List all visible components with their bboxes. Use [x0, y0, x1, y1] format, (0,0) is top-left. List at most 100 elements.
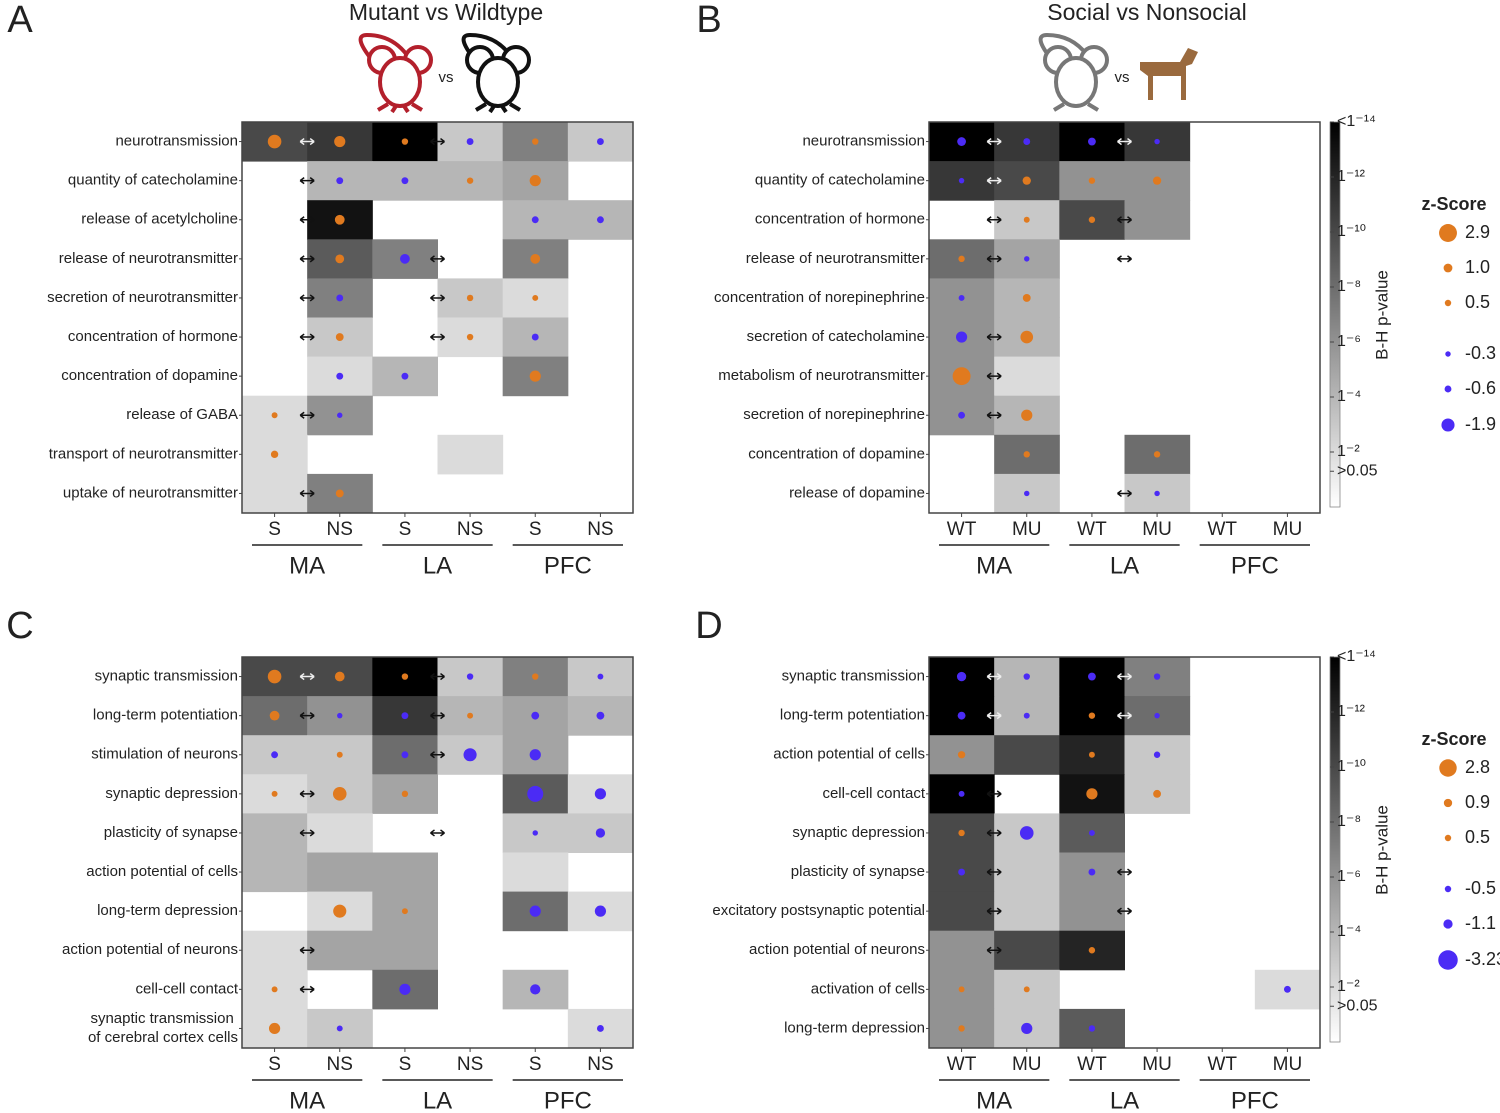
row-label: action potential of cells: [86, 863, 238, 880]
z-score-dot: [532, 294, 539, 301]
column-label: WT: [947, 1054, 977, 1075]
z-score-dot: [334, 214, 345, 225]
column-label: S: [268, 1054, 281, 1075]
z-score-dot: [337, 412, 343, 418]
colorbar-tick-label: 1⁻¹⁰: [1337, 223, 1366, 240]
size-legend-label: -0.6: [1465, 378, 1496, 398]
comparison-arrow: [986, 946, 1002, 954]
z-score-dot: [958, 255, 965, 263]
row-label: neurotransmission: [115, 133, 238, 150]
z-score-dot: [268, 1022, 281, 1035]
z-score-dot: [271, 751, 279, 759]
z-score-dot: [595, 828, 606, 838]
column-label: S: [399, 519, 412, 540]
column-label: WT: [1207, 1054, 1237, 1075]
comparison-arrow: [299, 829, 315, 837]
size-legend-dot: [1444, 385, 1452, 393]
z-score-dot: [333, 904, 347, 918]
z-score-dot: [337, 712, 343, 719]
column-label: NS: [587, 1054, 613, 1075]
comparison-arrow: [430, 294, 445, 302]
z-score-dot: [335, 254, 345, 264]
z-score-dot: [1023, 216, 1030, 223]
z-score-dot: [334, 135, 346, 148]
heat-cell: [372, 930, 438, 971]
row-label: excitatory postsynaptic potential: [712, 902, 925, 919]
z-score-dot: [1154, 490, 1160, 497]
row-label: synaptic transmission: [782, 668, 925, 685]
wildtype-mouse-icon: [461, 32, 531, 114]
z-score-dot: [594, 788, 607, 800]
comparison-arrow: [986, 216, 1002, 224]
group-label: MA: [289, 1087, 325, 1113]
row-label: release of GABA: [126, 406, 238, 423]
comparison-arrow: [1117, 907, 1132, 915]
comparison-arrow: [1117, 255, 1132, 263]
size-legend-label: -0.3: [1465, 343, 1496, 363]
z-score-dot: [336, 294, 344, 302]
comparison-arrow: [986, 907, 1002, 915]
row-label: activation of cells: [811, 980, 925, 997]
z-score-dot: [529, 749, 541, 761]
z-score-dot: [957, 751, 966, 759]
vs-label: vs: [1115, 69, 1130, 86]
comparison-arrow: [986, 255, 1002, 263]
size-legend-dot: [1439, 224, 1457, 242]
comparison-arrow: [299, 946, 315, 954]
comparison-arrow: [1117, 216, 1132, 224]
z-score-dot: [527, 785, 544, 802]
size-legend-dot: [1444, 834, 1452, 842]
heat-cell: [994, 852, 1060, 893]
z-score-dot: [401, 908, 408, 915]
colorbar-tick-label: 1⁻¹⁰: [1337, 758, 1366, 775]
z-score-dot: [334, 671, 345, 682]
z-score-dot: [1087, 672, 1096, 681]
comparison-arrow: [430, 672, 445, 681]
heat-cell: [929, 891, 995, 932]
row-label: secretion of catecholamine: [747, 328, 925, 345]
z-score-dot: [401, 712, 409, 720]
row-label: synaptic depression: [792, 824, 925, 841]
heat-cell: [242, 930, 308, 971]
z-score-dot: [336, 177, 344, 185]
heat-cell: [929, 930, 995, 971]
z-score-dot: [957, 137, 966, 146]
z-score-dot: [952, 367, 971, 386]
z-score-dot: [1023, 986, 1030, 993]
colorbar-tick-label: 1⁻⁸: [1337, 278, 1361, 295]
column-label: WT: [1077, 519, 1107, 540]
z-score-dot: [466, 177, 474, 184]
colorbar-tick-label: >0.05: [1337, 997, 1378, 1014]
row-label: neurotransmission: [802, 133, 925, 150]
comparison-arrow: [299, 489, 315, 498]
comparison-arrow: [986, 672, 1002, 681]
z-score-dot: [532, 673, 539, 680]
comparison-arrow: [299, 411, 315, 419]
comparison-arrow: [1117, 672, 1132, 681]
comparison-arrow: [430, 751, 445, 759]
z-score-dot: [530, 253, 541, 264]
row-label: quantity of catecholamine: [755, 172, 925, 189]
colorbar: [1329, 656, 1341, 1043]
row-label: plasticity of synapse: [104, 824, 238, 841]
z-score-dot: [271, 986, 278, 993]
comparison-arrow: [430, 137, 445, 146]
comparison-arrow: [986, 411, 1002, 419]
z-score-dot: [958, 294, 965, 301]
row-label: long-term potentiation: [780, 707, 925, 724]
mutant-mouse-icon: [358, 32, 433, 114]
size-legend-dot: [1441, 418, 1455, 432]
z-score-dot: [267, 669, 282, 684]
z-score-dot: [1153, 451, 1161, 458]
row-label: synaptic depression: [105, 785, 238, 802]
column-label: WT: [947, 519, 977, 540]
z-score-dot: [269, 710, 280, 721]
column-label: MU: [1142, 1054, 1172, 1075]
z-score-dot: [1154, 712, 1160, 719]
panel-letter: D: [695, 605, 722, 647]
comparison-arrow: [1117, 137, 1132, 146]
colorbar-tick-label: 1⁻⁶: [1337, 333, 1361, 350]
z-score-dot: [1088, 947, 1096, 954]
row-label: concentration of dopamine: [748, 445, 925, 462]
colorbar: [1329, 121, 1341, 508]
